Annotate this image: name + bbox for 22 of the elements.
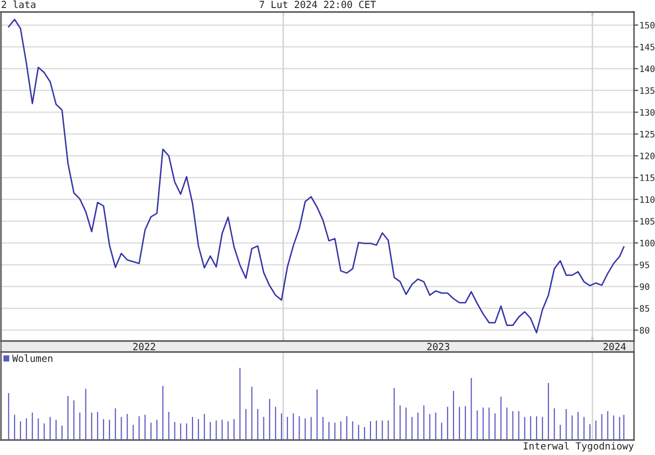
y-tick-label: 80: [640, 326, 650, 334]
y-tick-label: 85: [640, 305, 650, 312]
y-tick-label: 145: [640, 44, 654, 50]
y-tick-label: 140: [640, 66, 655, 72]
y-tick-label: 110: [640, 196, 655, 203]
y-tick-label: 135: [640, 87, 654, 94]
y-tick-label: 100: [640, 240, 655, 246]
chart-subtitle: 7 Lut 2024 22:00 CET: [260, 0, 376, 8]
legend-label: Wolumen: [12, 354, 52, 362]
chart-title: 2 lata: [2, 0, 36, 8]
y-tick-label: 105: [640, 218, 654, 225]
y-tick-label: 130: [640, 109, 655, 116]
x-tick-label: 2024: [604, 342, 626, 350]
y-tick-label: 120: [640, 152, 655, 160]
y-tick-label: 95: [640, 262, 650, 268]
x-tick-label: 2022: [133, 342, 156, 350]
y-tick-label: 90: [640, 283, 650, 290]
text: Interwal Tygodniowy: [524, 442, 634, 452]
x-tick-label: 2023: [427, 342, 450, 350]
y-tick-label: 115: [640, 174, 654, 182]
y-tick-label: 125: [640, 130, 654, 138]
y-tick-label: 150: [640, 22, 655, 29]
